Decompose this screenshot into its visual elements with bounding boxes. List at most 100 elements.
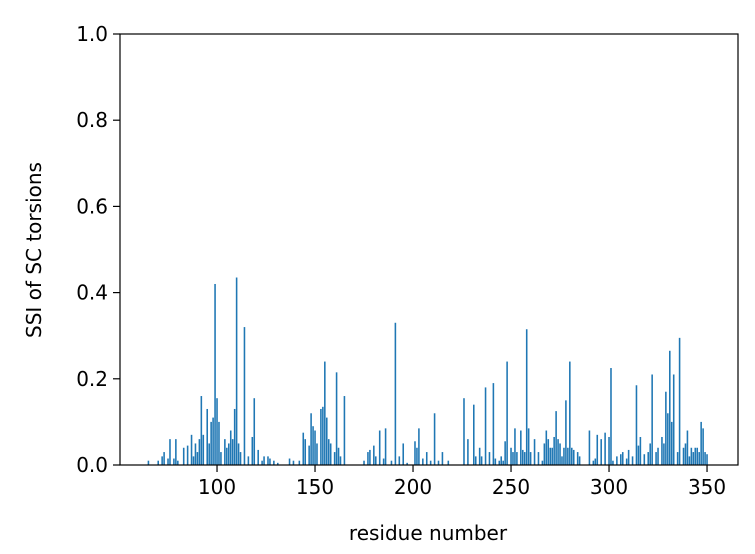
bar xyxy=(669,350,671,465)
y-tick-label: 0.2 xyxy=(76,367,108,391)
bar xyxy=(425,452,428,465)
bar xyxy=(367,452,369,465)
bar xyxy=(233,408,236,465)
x-axis-label: residue number xyxy=(349,521,508,545)
bar xyxy=(500,456,503,465)
bar xyxy=(684,443,687,465)
bar xyxy=(578,456,581,465)
bar xyxy=(643,454,646,465)
bar xyxy=(627,449,630,465)
bar xyxy=(429,460,432,465)
bar xyxy=(406,462,408,465)
bar xyxy=(559,443,561,465)
bar xyxy=(594,458,597,465)
bar xyxy=(488,452,491,465)
bar xyxy=(692,452,695,465)
bar xyxy=(363,460,365,465)
bar xyxy=(474,456,477,465)
bar xyxy=(186,445,189,465)
bar xyxy=(592,460,595,465)
bar xyxy=(192,456,195,465)
bar xyxy=(557,439,559,465)
bar xyxy=(527,428,530,465)
bar xyxy=(337,447,340,465)
bar xyxy=(326,417,328,465)
bar xyxy=(494,458,497,465)
bar xyxy=(480,456,483,465)
y-axis-label: SSI of SC torsions xyxy=(22,162,46,338)
bar xyxy=(273,460,275,465)
bar xyxy=(510,447,512,465)
bar xyxy=(612,460,614,465)
bar xyxy=(324,361,326,465)
bar xyxy=(563,447,565,465)
bar xyxy=(694,447,697,465)
bar xyxy=(210,421,212,465)
bar xyxy=(665,391,667,465)
bar xyxy=(616,456,618,465)
bar xyxy=(545,430,548,465)
bar xyxy=(704,452,706,465)
bar xyxy=(212,417,214,465)
bar xyxy=(567,447,569,465)
bar xyxy=(561,456,563,465)
bar xyxy=(504,441,506,465)
y-tick-label: 1.0 xyxy=(76,22,108,46)
bar xyxy=(571,447,573,465)
bar xyxy=(661,436,663,465)
bar xyxy=(635,385,638,465)
bar xyxy=(512,452,514,465)
bar xyxy=(688,456,691,465)
bar xyxy=(553,436,555,465)
bar xyxy=(621,452,624,465)
bar xyxy=(169,439,171,465)
bar xyxy=(253,398,256,465)
bar xyxy=(235,277,238,465)
y-tick-label: 0.0 xyxy=(76,453,108,477)
bar xyxy=(657,447,659,465)
bar xyxy=(173,458,175,465)
bar xyxy=(175,439,177,465)
bar xyxy=(390,460,393,465)
bar xyxy=(604,432,606,465)
bar xyxy=(631,456,634,465)
bar xyxy=(292,460,295,465)
bar xyxy=(251,436,254,465)
bar xyxy=(596,434,599,465)
bar xyxy=(706,454,708,465)
bar xyxy=(304,439,307,465)
bar xyxy=(329,443,332,465)
bar xyxy=(418,428,420,465)
bar xyxy=(478,447,481,465)
bar xyxy=(547,439,550,465)
bar xyxy=(369,449,371,465)
bar xyxy=(208,443,210,465)
bar xyxy=(416,447,418,465)
bar xyxy=(543,443,546,465)
bar xyxy=(414,441,416,465)
y-tick-label: 0.6 xyxy=(76,194,108,218)
bar xyxy=(620,454,622,465)
bar xyxy=(382,458,385,465)
bar xyxy=(625,458,628,465)
bar xyxy=(506,361,508,465)
bar xyxy=(473,404,475,465)
bar xyxy=(327,439,330,465)
bar xyxy=(520,430,522,465)
bar xyxy=(298,460,301,465)
bar xyxy=(702,428,704,465)
bar xyxy=(682,447,685,465)
bar xyxy=(247,456,250,465)
bar xyxy=(441,452,444,465)
bar xyxy=(549,447,552,465)
bar xyxy=(463,398,465,465)
bar xyxy=(516,452,518,465)
x-tick-label: 350 xyxy=(688,475,726,499)
bar xyxy=(310,413,312,465)
bar xyxy=(690,447,693,465)
bar xyxy=(239,452,242,465)
bar xyxy=(514,428,516,465)
bar xyxy=(312,426,314,465)
bar xyxy=(263,456,265,465)
bar xyxy=(492,383,495,465)
